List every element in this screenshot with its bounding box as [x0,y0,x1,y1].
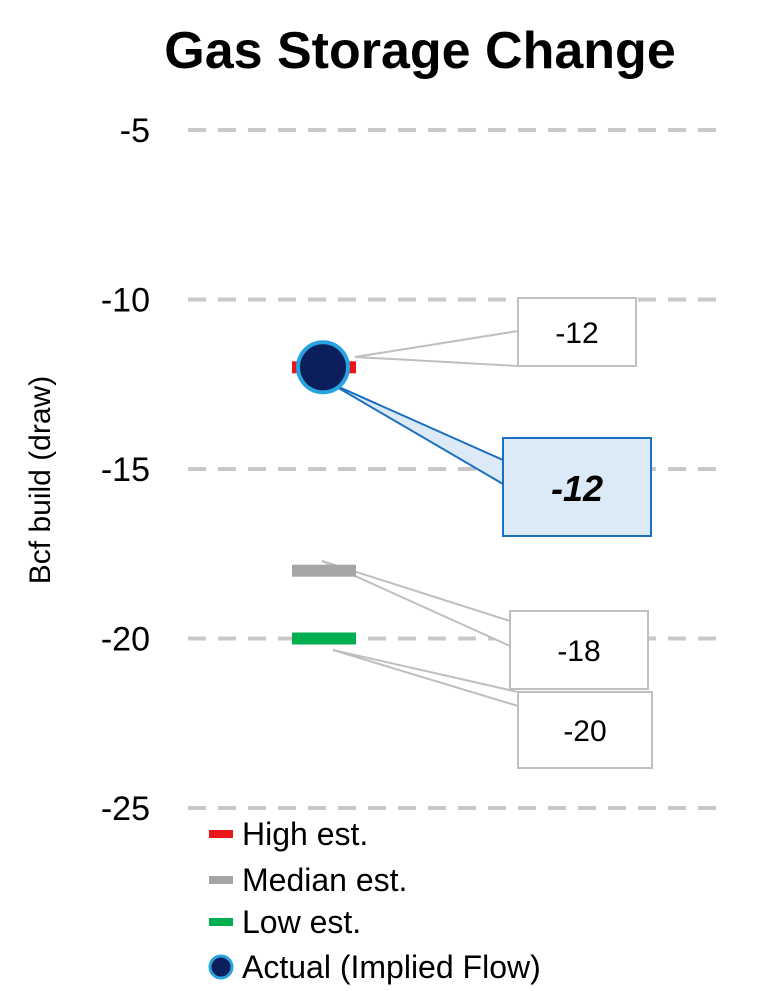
legend-swatch [208,954,234,980]
data-label: -12 [551,468,603,509]
data-labels: -12 -18 -20 -12 [502,297,653,769]
leader-line [354,329,519,368]
data-label: -12 [555,317,598,350]
y-tick-labels: -5 -10 -15 -20 -25 [101,112,150,828]
legend-label: Median est. [242,862,407,898]
legend-swatch [209,918,233,926]
estimate-marker [292,632,356,645]
legend-label: Actual (Implied Flow) [242,949,541,985]
label-leader-lines [321,329,519,708]
y-tick-label: -5 [120,112,150,150]
actual-marker [296,340,350,395]
y-tick-label: -25 [101,790,150,828]
data-label: -18 [557,635,600,668]
legend-label: High est. [242,816,368,852]
data-label-box [509,610,649,690]
data-label: -20 [563,715,606,748]
data-label-box [502,437,652,537]
estimate-marker [292,564,356,577]
y-axis-label: Bcf build (draw) [24,376,57,584]
leader-line [332,649,519,708]
y-tick-label: -10 [101,282,150,320]
legend-label: Low est. [242,904,361,940]
data-label-box [517,297,637,367]
y-tick-label: -20 [101,621,150,659]
data-marks [292,340,356,645]
legend: High est. Median est. Low est. Actual (Impl… [208,816,541,985]
chart-title: Gas Storage Change [164,22,675,80]
legend-swatch [209,830,233,838]
legend-swatch [209,876,233,884]
data-label-box [517,691,653,769]
y-tick-label: -15 [101,451,150,489]
